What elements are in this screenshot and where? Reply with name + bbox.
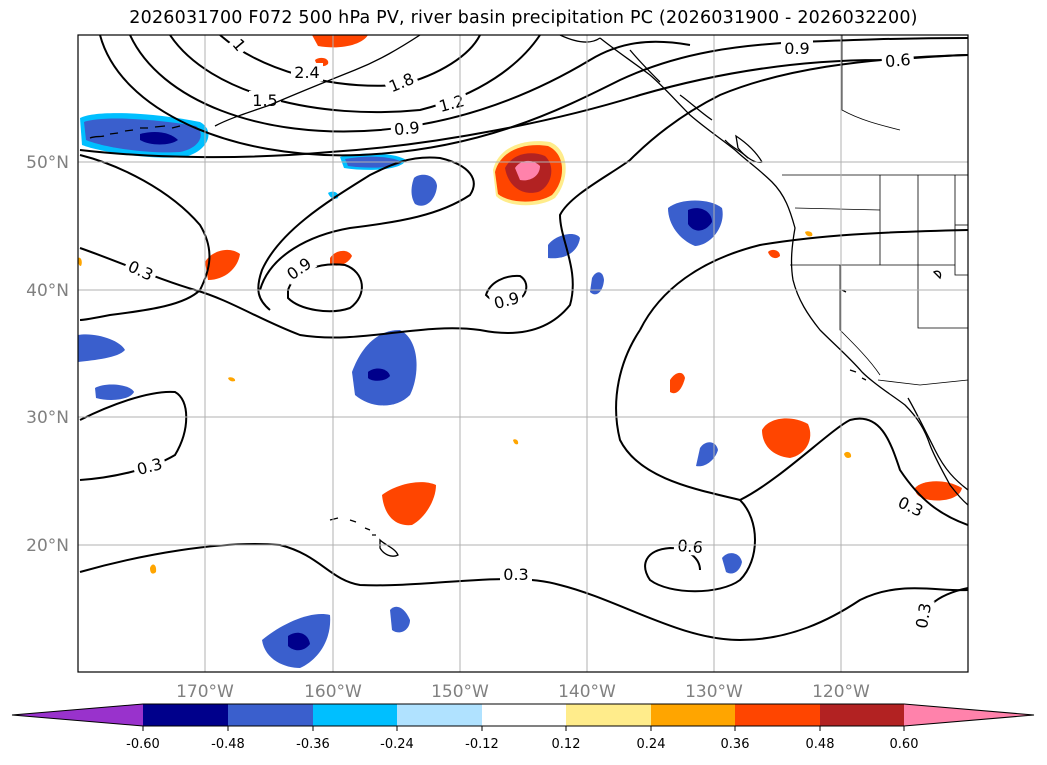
contour-label: 0.9 (393, 118, 420, 139)
pv-contour (79, 154, 211, 321)
colorbar-tick-label: 0.60 (890, 737, 919, 752)
colorbar-swatch (313, 704, 397, 726)
colorbar-swatch (482, 704, 566, 726)
colorbar-tick-label: 0.48 (806, 737, 835, 752)
colorbar-swatch (143, 704, 228, 726)
map-title: 2026031700 F072 500 hPa PV, river basin … (129, 8, 918, 28)
precip-neg-blob (722, 553, 742, 574)
us-state-line (839, 265, 881, 376)
colorbar-extend-max (904, 704, 1034, 726)
hawaii-islands (329, 517, 399, 557)
precip-pos-blob (330, 250, 352, 266)
pv-contour (615, 329, 756, 593)
lat-label: 50°N (26, 153, 69, 173)
lat-label: 40°N (26, 281, 69, 301)
pv-contours (79, 35, 968, 642)
colorbar-tick-label: -0.36 (296, 737, 330, 752)
lon-label: 130°W (685, 682, 743, 702)
precip-neg-blob (696, 442, 718, 467)
colorbar-swatch (566, 704, 651, 726)
lon-label: 120°W (812, 682, 870, 702)
colorbar-tick-label: -0.48 (211, 737, 245, 752)
precip-pos-blob (670, 372, 685, 394)
us-mexico-border (877, 379, 968, 386)
precip-pos-blob (382, 482, 436, 526)
pv-contour (739, 417, 968, 526)
lat-label: 30°N (26, 408, 69, 428)
colorbar-swatch (228, 704, 313, 726)
contour-label: 0.6 (884, 50, 911, 71)
pv-contour (169, 35, 541, 114)
colorbar-swatch (820, 704, 904, 726)
coastlines (89, 35, 968, 557)
precip-pos-blob (205, 249, 240, 280)
lon-label: 160°W (304, 682, 362, 702)
gridlines (78, 35, 968, 672)
lon-label: 140°W (558, 682, 616, 702)
contour-label: 0.3 (503, 565, 528, 584)
pv-contour (99, 35, 968, 157)
us-state-line (954, 175, 968, 276)
contour-label: 0.6 (677, 536, 704, 557)
lat-label: 20°N (26, 536, 69, 556)
colorbar-tick-label: 0.36 (721, 737, 750, 752)
pv-contour (79, 54, 968, 339)
pv-contour (129, 35, 691, 133)
contour-label: 0.3 (912, 602, 935, 630)
colorbar-swatch (651, 704, 735, 726)
canada-border (841, 35, 901, 131)
precip-neg-blob (352, 330, 417, 406)
precip-neg-blob (590, 272, 604, 295)
plot-frame (77, 34, 969, 673)
precip-pos-blob (762, 418, 811, 458)
us-state-line (794, 207, 881, 211)
precip-neg-blob (548, 234, 580, 259)
colorbar-tick-label: -0.24 (380, 737, 414, 752)
us-state-line (917, 175, 968, 329)
colorbar-swatch (735, 704, 820, 726)
lon-label: 170°W (176, 682, 234, 702)
colorbar-tick-label: 0.12 (552, 737, 581, 752)
precip-neg-blob (411, 174, 437, 206)
precip-neg-blob (78, 334, 125, 362)
colorbar-tick-label: -0.60 (126, 737, 160, 752)
contour-label: 1.5 (252, 91, 277, 110)
lon-label: 150°W (431, 682, 489, 702)
precip-neg-blob (390, 606, 410, 633)
colorbar-swatch (397, 704, 482, 726)
pv-contour (79, 543, 968, 642)
contour-label: 0.9 (784, 39, 809, 58)
aleutian-islands (89, 125, 181, 139)
alaska-coastline (214, 35, 421, 127)
precip-pos-blob (312, 35, 368, 48)
contour-label: 2.4 (294, 63, 319, 82)
north-america-coastline (599, 37, 968, 506)
colorbar: -0.60 -0.48 -0.36 -0.24 -0.12 0.12 0.24 … (11, 703, 1035, 752)
precip-neg-blob (95, 384, 134, 400)
colorbar-tick-label: 0.24 (637, 737, 666, 752)
colorbar-extend-min (12, 704, 143, 726)
colorbar-tick-label: -0.12 (465, 737, 499, 752)
pv-contour (639, 229, 968, 331)
state-borders (782, 35, 968, 386)
pv-contour (257, 156, 475, 311)
